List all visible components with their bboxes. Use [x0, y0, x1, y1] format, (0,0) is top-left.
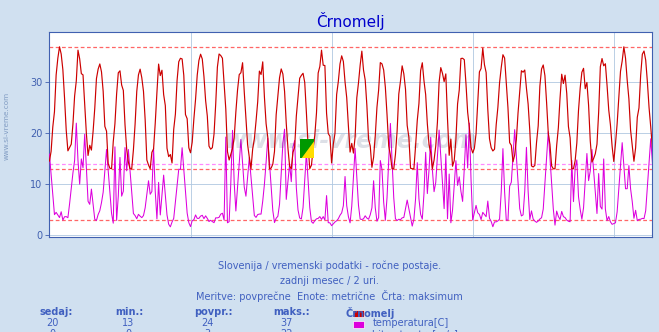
Text: min.:: min.: — [115, 307, 144, 317]
Text: povpr.:: povpr.: — [194, 307, 233, 317]
Text: hitrost vetra[m/s]: hitrost vetra[m/s] — [372, 329, 458, 332]
Text: 20: 20 — [47, 318, 59, 328]
Polygon shape — [300, 139, 314, 158]
Text: 0: 0 — [49, 329, 56, 332]
Text: 37: 37 — [281, 318, 293, 328]
Text: zadnji mesec / 2 uri.: zadnji mesec / 2 uri. — [280, 276, 379, 286]
Text: temperatura[C]: temperatura[C] — [372, 318, 449, 328]
Title: Črnomelj: Črnomelj — [316, 12, 386, 30]
Text: 13: 13 — [123, 318, 134, 328]
Text: 3: 3 — [204, 329, 211, 332]
Text: 24: 24 — [202, 318, 214, 328]
Text: 22: 22 — [281, 329, 293, 332]
Text: 0: 0 — [125, 329, 132, 332]
Text: Slovenija / vremenski podatki - ročne postaje.: Slovenija / vremenski podatki - ročne po… — [218, 261, 441, 271]
Text: maks.:: maks.: — [273, 307, 310, 317]
Text: sedaj:: sedaj: — [40, 307, 73, 317]
Polygon shape — [300, 139, 314, 158]
Text: Meritve: povprečne  Enote: metrične  Črta: maksimum: Meritve: povprečne Enote: metrične Črta:… — [196, 290, 463, 302]
Text: www.si-vreme.com: www.si-vreme.com — [225, 128, 477, 153]
Text: Črnomelj: Črnomelj — [346, 307, 395, 319]
Text: www.si-vreme.com: www.si-vreme.com — [4, 92, 10, 160]
